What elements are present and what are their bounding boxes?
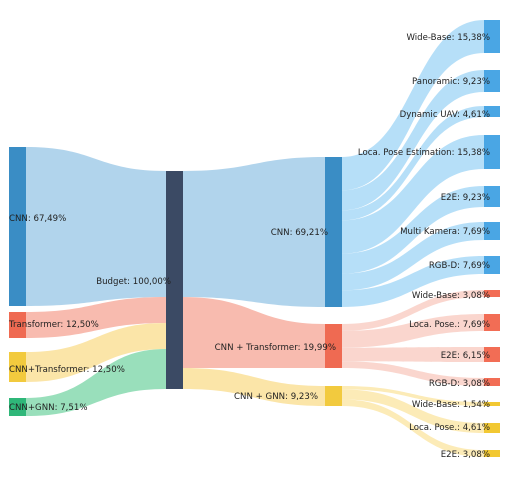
leaf-label-transformer-loca-pose: Loca. Pose.: 7,69% [409,320,490,330]
flow-budget-to-cnn-gnn [183,368,325,406]
leaf-label-gnn-wide-base: Wide-Base: 1,54% [412,400,490,410]
leaf-label-cnn-dynamic-uav: Dynamic UAV: 4,61% [400,110,490,120]
leaf-node-transformer-wide-base [484,290,500,297]
flow-cnn-leaf-3 [342,135,484,254]
node-budget [166,171,183,389]
flow-gnn-leaf-2 [342,399,484,457]
node-cnn-gnn-mid [325,386,342,406]
leaf-node-cnn-dynamic-uav [484,106,500,117]
leaf-node-cnn-loca-pose-estimation [484,135,500,169]
flow-cnn-to-budget [26,147,166,306]
node-cnn-gnn-source [9,398,26,416]
leaf-label-cnn-multi-kamera: Multi Kamera: 7,69% [400,227,490,237]
label-cnn-gnn-mid: CNN + GNN: 9,23% [234,392,318,402]
flow-cnn-leaf-2 [342,106,484,221]
leaf-node-transformer-loca-pose [484,314,500,331]
leaf-node-transformer-e2e [484,347,500,362]
flow-budget-to-cnn [183,157,325,307]
leaf-node-gnn-wide-base [484,402,500,406]
sankey-labels: CNN: 67,49% Transformer: 12,50% CNN+Tran… [8,33,490,460]
leaf-label-cnn-rgb-d: RGB-D: 7,69% [429,261,490,271]
leaf-node-cnn-panoramic [484,70,500,92]
label-cnn-transformer-mid: CNN + Transformer: 19,99% [215,343,336,353]
sankey-nodes [9,20,500,457]
leaf-label-cnn-panoramic: Panoramic: 9,23% [412,77,490,87]
leaf-node-cnn-multi-kamera [484,222,500,240]
node-cnn-mid [325,157,342,307]
leaf-node-cnn-e2e [484,186,500,207]
leaf-node-cnn-wide-base [484,20,500,53]
label-cnn-source: CNN: 67,49% [9,214,66,224]
label-cnn-mid: CNN: 69,21% [271,228,328,238]
flow-transformer-leaf-3 [342,361,484,386]
label-cnn-transformer-source: CNN+Transformer: 12,50% [9,365,125,375]
flow-cnn-leaf-5 [342,222,484,291]
flow-gnn-leaf-0 [342,386,484,406]
flow-cnn-leaf-1 [342,70,484,211]
flow-transformer-leaf-0 [342,290,484,331]
leaf-node-cnn-rgb-d [484,256,500,274]
sankey-flows [26,20,484,457]
label-cnn-gnn-source: CNN+GNN: 7,51% [9,403,88,413]
label-transformer-source: Transformer: 12,50% [8,320,99,330]
label-budget: Budget: 100,00% [96,277,171,287]
node-transformer-source [9,312,26,338]
node-cnn-source [9,147,26,306]
leaf-label-transformer-wide-base: Wide-Base: 3,08% [412,291,490,301]
leaf-node-gnn-loca-pose [484,423,500,433]
leaf-label-gnn-loca-pose: Loca. Pose.: 4,61% [409,423,490,433]
leaf-node-transformer-rgb-d [484,378,500,386]
flow-cnn-transformer-to-budget [26,323,166,382]
leaf-label-cnn-e2e: E2E: 9,23% [441,193,490,203]
flow-cnn-leaf-0 [342,20,484,191]
leaf-label-cnn-loca-pose-estimation: Loca. Pose Estimation: 15,38% [358,148,490,158]
node-cnn-transformer-mid [325,324,342,368]
flow-gnn-leaf-1 [342,389,484,433]
flow-cnn-gnn-to-budget [26,349,166,416]
flow-cnn-leaf-6 [342,256,484,307]
flow-transformer-leaf-1 [342,314,484,348]
node-cnn-transformer-source [9,352,26,382]
leaf-node-gnn-e2e [484,450,500,457]
flow-budget-to-cnn-transformer [183,297,325,368]
leaf-label-transformer-e2e: E2E: 6,15% [441,351,490,361]
flow-transformer-to-budget [26,297,166,338]
flow-cnn-leaf-4 [342,186,484,274]
flow-transformer-leaf-2 [342,347,484,362]
leaf-label-transformer-rgb-d: RGB-D: 3,08% [429,379,490,389]
leaf-label-cnn-wide-base: Wide-Base: 15,38% [406,33,490,43]
leaf-label-gnn-e2e: E2E: 3,08% [441,450,490,460]
